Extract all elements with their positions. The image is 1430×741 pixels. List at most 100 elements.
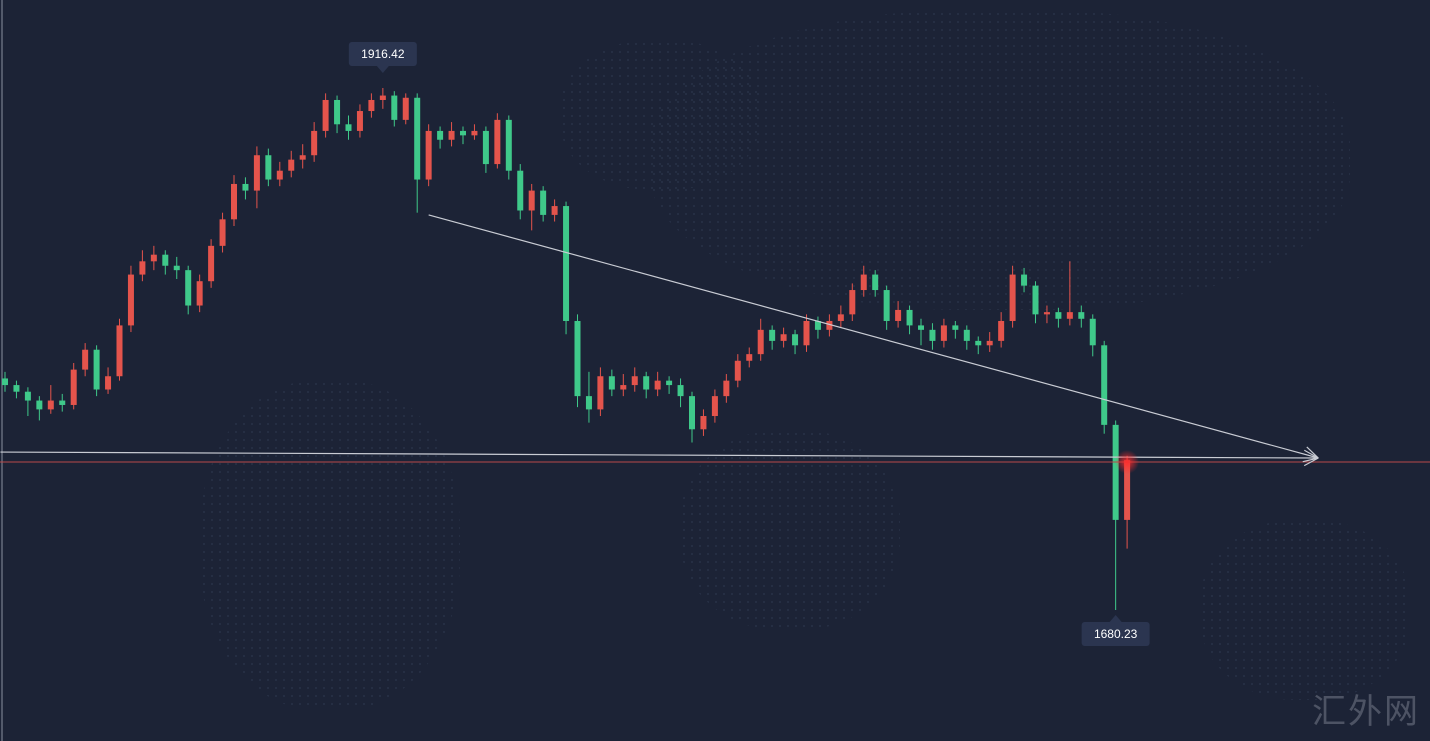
- world-map-dots: [680, 430, 900, 630]
- candle-body: [482, 130, 489, 165]
- candle-body: [517, 170, 524, 211]
- candle-body: [963, 329, 970, 341]
- candle: [860, 265, 867, 297]
- candle-body: [631, 376, 638, 386]
- candle-body: [872, 274, 879, 291]
- candle-body: [322, 99, 329, 131]
- candle-body: [860, 274, 867, 291]
- candle: [448, 122, 455, 147]
- candle-body: [918, 325, 924, 330]
- candle: [105, 367, 112, 394]
- candle-body: [540, 190, 547, 215]
- current-price-glow: [1115, 449, 1140, 474]
- candle-body: [127, 274, 134, 326]
- candle: [471, 124, 478, 140]
- candle-body: [276, 170, 283, 180]
- candle: [288, 150, 295, 178]
- high-price-text: 1916.42: [361, 47, 405, 61]
- candle-body: [1021, 274, 1028, 286]
- candle: [219, 212, 226, 253]
- candle: [402, 93, 409, 125]
- candle-body: [1009, 274, 1016, 321]
- candle: [986, 332, 993, 352]
- candle-body: [47, 400, 54, 410]
- candle-body: [59, 400, 66, 405]
- candle-body: [1043, 312, 1050, 315]
- candle: [780, 327, 787, 348]
- candle: [734, 354, 741, 388]
- candle-body: [620, 385, 627, 390]
- candle: [723, 374, 730, 403]
- candle: [93, 345, 100, 397]
- candle-body: [334, 99, 341, 125]
- candle-body: [1101, 345, 1108, 425]
- candle: [208, 239, 215, 288]
- candle-body: [803, 320, 810, 346]
- candle-body: [654, 380, 661, 390]
- candle-body: [379, 95, 386, 100]
- arrow-head-icon: [1303, 457, 1319, 467]
- candle-body: [1055, 312, 1062, 319]
- candle: [494, 113, 501, 169]
- candle-body: [1124, 460, 1131, 520]
- candle: [940, 318, 947, 348]
- arrow-head-icon: [1306, 446, 1319, 459]
- candle: [666, 376, 673, 394]
- candle-body: [940, 325, 947, 341]
- candle-body: [448, 130, 455, 140]
- candle: [654, 371, 661, 397]
- candle-body: [883, 290, 890, 321]
- candle-body: [814, 320, 821, 330]
- candle: [574, 314, 581, 408]
- candle: [918, 318, 924, 346]
- candle: [139, 250, 146, 282]
- candle-body: [837, 314, 844, 321]
- candle-body: [895, 309, 902, 321]
- candle: [47, 385, 54, 414]
- candle: [13, 380, 20, 399]
- candle: [757, 318, 764, 361]
- candle-body: [494, 119, 501, 165]
- candle-body: [986, 340, 993, 346]
- candle: [563, 201, 570, 335]
- arrow-head-icon: [1302, 457, 1319, 463]
- candle: [952, 320, 959, 339]
- trend-line: [428, 214, 1319, 459]
- candle-body: [116, 325, 123, 377]
- candle: [368, 93, 375, 118]
- candle-body: [162, 254, 169, 266]
- candle: [127, 265, 134, 333]
- candle: [1055, 307, 1062, 328]
- candle: [528, 183, 535, 231]
- candle: [242, 177, 249, 200]
- candle-body: [975, 340, 982, 346]
- candle: [505, 115, 512, 180]
- candle: [334, 95, 341, 134]
- watermark-logo: 汇外网: [1312, 692, 1420, 732]
- candle-body: [231, 183, 237, 220]
- candle: [1032, 281, 1039, 324]
- candle-body: [437, 130, 444, 140]
- candle-body: [93, 349, 100, 390]
- candle-body: [734, 360, 741, 381]
- candle-body: [185, 270, 192, 306]
- candle: [162, 250, 169, 275]
- candle-body: [505, 119, 512, 171]
- candle-body: [242, 183, 249, 191]
- candle: [356, 104, 363, 138]
- arrow-head-icon: [1304, 449, 1319, 459]
- candle-body: [563, 206, 570, 321]
- candle-body: [689, 396, 695, 430]
- candle: [1089, 314, 1096, 357]
- candle-body: [952, 325, 959, 330]
- candle-body: [849, 290, 856, 315]
- world-map-dots: [1200, 520, 1410, 700]
- candle-body: [1112, 424, 1119, 520]
- candle: [585, 371, 592, 423]
- candle: [36, 396, 43, 421]
- support-line: [0, 451, 1319, 459]
- candle-body: [36, 400, 43, 410]
- candle-body: [1066, 312, 1073, 319]
- candle: [116, 318, 123, 381]
- candle: [70, 362, 77, 410]
